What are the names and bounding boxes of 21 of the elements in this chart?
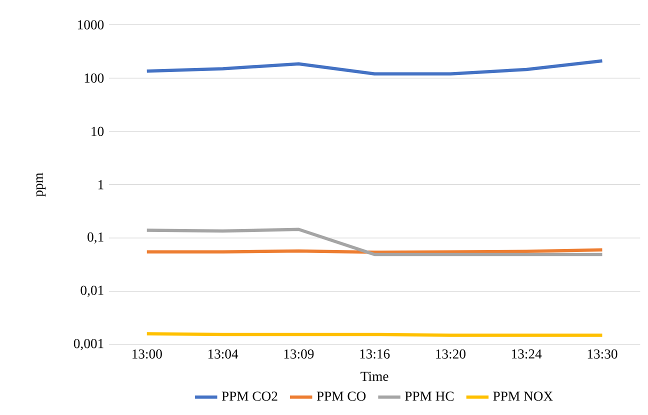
x-tick-label: 13:20 [436,349,466,359]
x-tick-label: 13:04 [208,349,238,359]
y-axis-title: ppm [36,172,46,197]
y-tick-label: 1 [98,180,104,190]
legend-label: PPM CO2 [222,392,278,401]
y-tick-label: 10 [92,126,104,136]
legend-label: PPM CO [316,392,366,401]
y-tick-label: 1000 [78,20,104,30]
x-tick-label: 13:24 [512,349,542,359]
y-tick-label: 100 [84,73,104,83]
x-axis-title: Time [360,372,388,381]
x-tick-label: 13:09 [284,349,314,359]
x-tick-label: 13:30 [588,349,618,359]
y-tick-label: 0,001 [74,338,104,350]
x-tick-label: 13:16 [360,349,390,359]
line-series [145,59,604,76]
legend-label: PPM HC [404,392,454,401]
y-tick-label: 0,01 [80,286,104,297]
x-tick-label: 13:00 [132,349,162,359]
legend-label: PPM NOX [493,392,553,401]
y-tick-label: 0,1 [88,232,104,244]
